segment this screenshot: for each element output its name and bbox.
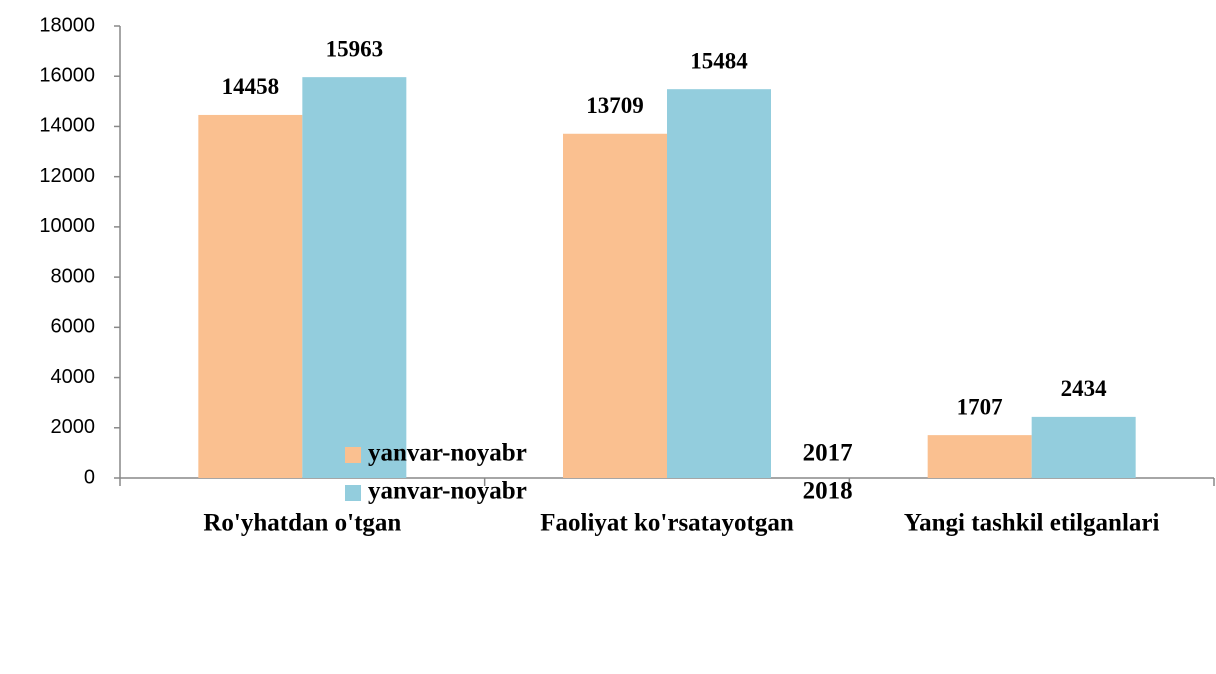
bar — [302, 77, 407, 478]
bar — [1031, 416, 1136, 478]
y-tick-label: 8000 — [51, 265, 96, 287]
y-tick-label: 16000 — [39, 65, 95, 87]
y-tick-label: 18000 — [39, 14, 95, 36]
data-label: 15963 — [326, 36, 384, 61]
data-label: 13709 — [586, 93, 644, 118]
x-tick-label: Yangi tashkil etilganlari — [904, 510, 1160, 537]
y-tick-label: 4000 — [51, 366, 96, 388]
y-tick-label: 12000 — [39, 165, 95, 187]
legend-swatch — [345, 447, 361, 463]
bar — [563, 133, 667, 479]
data-label: 1707 — [957, 394, 1003, 419]
bar — [198, 114, 303, 479]
legend-swatch — [345, 485, 361, 501]
y-tick-label: 14000 — [39, 115, 95, 137]
data-label: 2434 — [1061, 376, 1108, 401]
y-tick-label: 10000 — [39, 215, 95, 237]
bar — [927, 435, 1032, 478]
x-tick-label: Faoliyat ko'rsatayotgan — [540, 510, 794, 537]
y-tick-label: 0 — [84, 466, 95, 488]
x-tick-label: Ro'yhatdan o'tgan — [203, 510, 401, 537]
y-tick-label: 2000 — [51, 416, 96, 438]
bar — [667, 89, 771, 478]
legend-label: yanvar-noyabr 2017 — [368, 440, 853, 467]
legend-label: yanvar-noyabr 2018 — [368, 478, 853, 505]
data-label: 14458 — [222, 74, 280, 99]
y-tick-label: 6000 — [51, 316, 96, 338]
data-label: 15484 — [690, 48, 748, 73]
